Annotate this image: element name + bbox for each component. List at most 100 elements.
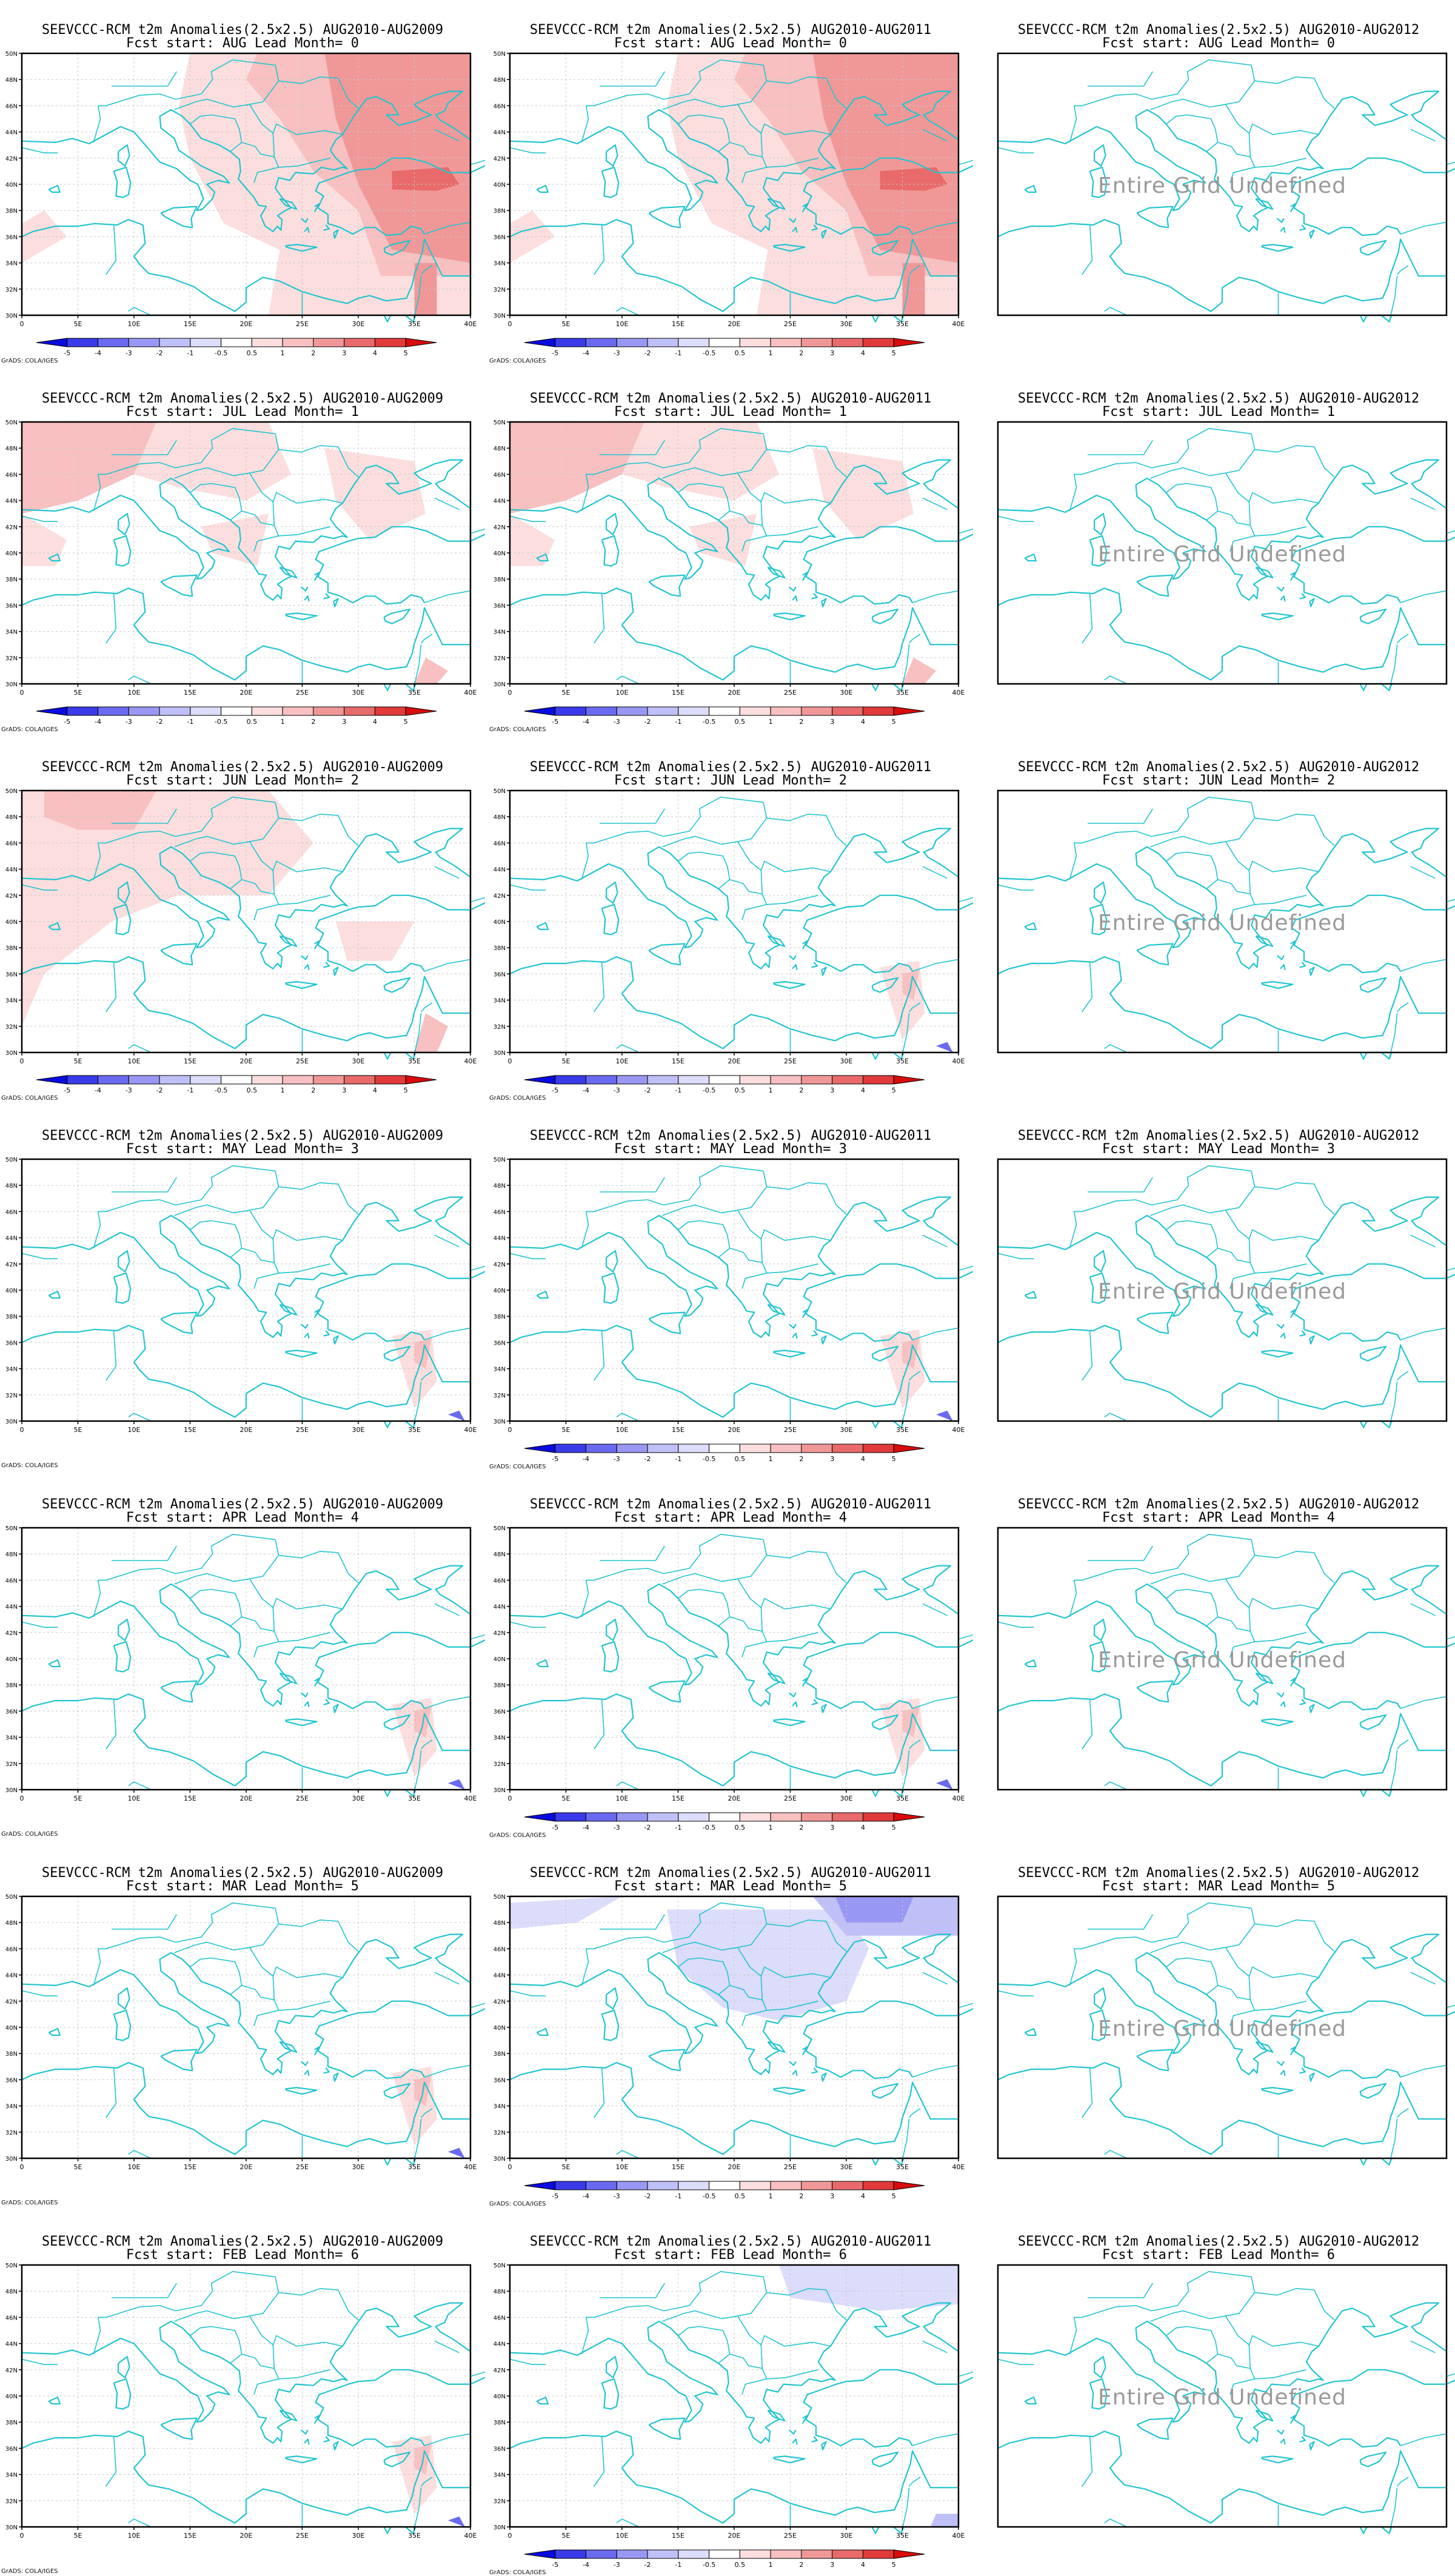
country-border xyxy=(105,593,117,644)
country-border xyxy=(616,2150,640,2159)
country-border xyxy=(1396,634,1409,644)
country-border xyxy=(663,1533,764,1574)
colorbar-box xyxy=(709,1812,740,1822)
anomaly-fill xyxy=(414,1013,448,1052)
coastline-redsea xyxy=(1359,2526,1393,2534)
country-border xyxy=(174,1539,279,1585)
colorbar-label: 2 xyxy=(799,1086,803,1094)
colorbar-label: -5 xyxy=(552,349,558,357)
coastline-levant xyxy=(997,219,1447,312)
country-border xyxy=(958,159,973,166)
y-tick-label: 32N xyxy=(5,1024,18,1031)
country-border xyxy=(616,675,640,684)
colorbar-label: 3 xyxy=(830,2192,834,2200)
country-border xyxy=(958,2371,973,2377)
grads-credit: GrADS: COLA/IGES xyxy=(1,1831,58,1838)
colorbar-box xyxy=(159,1075,191,1085)
colorbar-label: 1 xyxy=(281,718,285,726)
country-border xyxy=(600,1177,665,1193)
x-tick-label: 20E xyxy=(728,320,741,328)
colorbar-box xyxy=(770,338,802,347)
y-tick-label: 42N xyxy=(493,524,506,531)
country-border xyxy=(249,1947,273,1977)
country-border xyxy=(1400,1696,1447,1709)
panel-subtitle: Fcst start: JUN Lead Month= 2 xyxy=(614,773,848,788)
country-border xyxy=(900,644,910,691)
coastline-aegean2 xyxy=(304,227,310,233)
coastline-aegean3 xyxy=(313,2415,320,2424)
x-tick-label: 10E xyxy=(616,689,629,697)
x-tick-label: 20E xyxy=(728,1426,741,1434)
colorbar-label: -2 xyxy=(156,718,163,726)
y-tick-label: 46N xyxy=(493,1209,506,1216)
country-border xyxy=(581,1568,664,1618)
colorbar-box xyxy=(709,706,740,716)
country-border xyxy=(424,1696,471,1709)
coastline-europe xyxy=(21,1196,471,1338)
colorbar-arrow-high xyxy=(893,1075,925,1085)
colorbar-label: 0.5 xyxy=(735,718,746,726)
colorbar-box xyxy=(709,1075,740,1085)
colorbar-label: 2 xyxy=(799,2561,803,2569)
country-border xyxy=(581,93,664,143)
country-border xyxy=(912,2433,959,2446)
y-tick-label: 46N xyxy=(5,840,18,847)
coastline-aegean3 xyxy=(801,2046,808,2055)
country-border xyxy=(900,2119,910,2165)
y-tick-label: 30N xyxy=(493,313,506,319)
y-tick-label: 30N xyxy=(493,2524,506,2531)
map-svg: 0 5E 10E 15E 20E 25E 30E 35E 40E 50N 48N 46N 44N 42N 4… xyxy=(5,420,485,726)
colorbar-label: -2 xyxy=(644,2561,651,2569)
map-svg: 0 5E 10E 15E 20E 25E 30E 35E 40E 50N 48N 46N 44N 42N 4… xyxy=(493,51,973,357)
colorbar-box xyxy=(344,338,375,347)
country-border xyxy=(766,2288,847,2321)
colorbar-box xyxy=(647,706,679,716)
coastline-corsica xyxy=(606,513,618,535)
country-border xyxy=(1410,1603,1436,1616)
colorbar-box xyxy=(801,706,833,716)
colorbar-box xyxy=(801,1444,833,1453)
country-border xyxy=(1150,2277,1256,2322)
country-border xyxy=(470,2371,485,2377)
colorbar-box xyxy=(374,338,406,347)
country-border xyxy=(1104,2150,1128,2159)
country-border xyxy=(766,1632,818,1642)
x-tick-label: 40E xyxy=(952,689,965,697)
coastline-turkey xyxy=(315,1263,485,1342)
map-svg: 0 5E 10E 15E 20E 25E 30E 35E 40E 50N 48N 46N 44N 42N 4… xyxy=(493,788,973,1094)
coastline-europe xyxy=(21,1565,471,1707)
y-tick-label: 30N xyxy=(493,2156,506,2163)
coastline-aegean1 xyxy=(788,218,797,223)
country-border xyxy=(1104,307,1128,316)
country-border xyxy=(278,2288,359,2321)
coastline-corsica xyxy=(118,513,130,535)
y-tick-label: 44N xyxy=(5,1236,18,1242)
country-border xyxy=(128,1781,152,1790)
y-tick-label: 38N xyxy=(493,2420,506,2426)
colorbar-label: 0.5 xyxy=(247,349,258,357)
coastline-levant xyxy=(21,2430,470,2524)
grads-credit: GrADS: COLA/IGES xyxy=(489,726,546,733)
country-border xyxy=(922,1972,948,1985)
y-tick-label: 50N xyxy=(493,1525,506,1532)
colorbar-box xyxy=(586,2549,617,2559)
coastline-evia xyxy=(279,1672,298,1685)
coastline-aegean1 xyxy=(1276,2061,1285,2066)
coastline-europe xyxy=(509,2302,959,2444)
x-tick-label: 0 xyxy=(508,689,512,697)
anomaly-fill xyxy=(880,167,948,191)
map-panel: SEEVCCC-RCM t2m Anomalies(2.5x2.5) AUG20… xyxy=(976,737,1455,1101)
map-area xyxy=(21,1895,485,2166)
country-border xyxy=(1396,2108,1409,2118)
colorbar-box xyxy=(98,1075,129,1085)
y-tick-label: 46N xyxy=(5,1209,18,1216)
country-border xyxy=(1150,65,1256,110)
colorbar-label: 0.5 xyxy=(247,718,258,726)
colorbar-label: -1 xyxy=(675,1086,681,1094)
colorbar: -5 -4 -3 -2 -1 -0.5 0.5 1 2 3 4 5 xyxy=(36,706,437,726)
coastline-aegean1 xyxy=(300,1323,309,1329)
country-border xyxy=(1254,2001,1306,2011)
y-tick-label: 48N xyxy=(5,77,18,84)
country-border xyxy=(581,462,664,512)
x-tick-label: 35E xyxy=(408,2532,421,2540)
